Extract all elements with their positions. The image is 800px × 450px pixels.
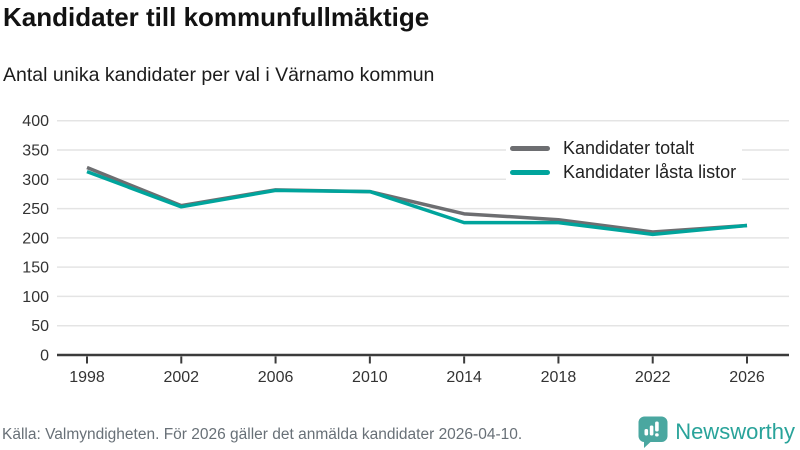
legend-label-locked: Kandidater låsta listor [563, 161, 737, 182]
x-axis-tick-label: 2018 [541, 369, 577, 386]
y-axis-tick-label: 100 [22, 289, 49, 306]
y-axis-tick-label: 250 [22, 201, 49, 218]
newsworthy-logo: Newsworthy [638, 416, 795, 448]
chart-legend: Kandidater totalt Kandidater låsta listo… [506, 134, 743, 186]
legend-label-total: Kandidater totalt [563, 137, 695, 158]
x-axis-tick-label: 2026 [729, 369, 765, 386]
legend-swatch-locked [510, 169, 550, 175]
y-axis-tick-label: 350 [22, 142, 49, 159]
legend-item-locked: Kandidater låsta listor [510, 160, 736, 184]
x-axis-tick-label: 2014 [446, 369, 482, 386]
y-axis-tick-label: 400 [22, 113, 49, 130]
y-axis-tick-label: 0 [40, 348, 49, 365]
legend-item-total: Kandidater totalt [510, 136, 736, 160]
page-subtitle: Antal unika kandidater per val i Värnamo… [3, 64, 435, 86]
source-note: Källa: Valmyndigheten. För 2026 gäller d… [2, 426, 523, 443]
x-axis-tick-label: 2010 [352, 369, 388, 386]
y-axis-tick-label: 300 [22, 172, 49, 189]
x-axis-tick-label: 2002 [163, 369, 199, 386]
series-line-locked [86, 170, 748, 237]
y-axis-tick-label: 50 [31, 318, 49, 335]
x-axis-tick-label: 1998 [69, 369, 105, 386]
y-axis-tick-label: 150 [22, 260, 49, 277]
legend-swatch-total [510, 145, 550, 151]
y-axis-tick-label: 200 [22, 230, 49, 247]
page-title: Kandidater till kommunfullmäktige [3, 2, 430, 32]
newsworthy-logo-icon [638, 416, 668, 448]
x-axis-tick-label: 2006 [258, 369, 294, 386]
newsworthy-logo-text: Newsworthy [675, 419, 795, 444]
x-axis-tick-label: 2022 [635, 369, 671, 386]
